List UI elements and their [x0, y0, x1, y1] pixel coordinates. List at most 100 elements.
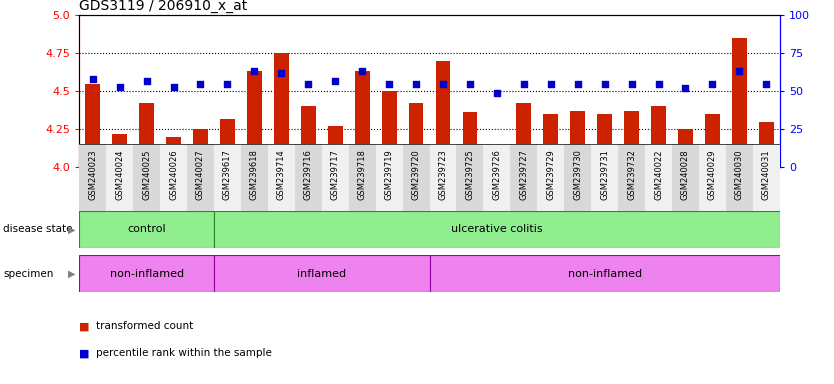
Bar	[753, 144, 780, 211]
Bar	[214, 255, 430, 292]
Point	[329, 78, 342, 84]
Bar	[79, 255, 214, 292]
Text: ■: ■	[79, 321, 90, 331]
Point	[355, 68, 369, 74]
Bar	[456, 144, 484, 211]
Text: GSM239617: GSM239617	[223, 149, 232, 200]
Bar	[490, 147, 505, 167]
Bar	[651, 106, 666, 167]
Bar	[597, 114, 612, 167]
Bar	[349, 144, 375, 211]
Text: GSM239716: GSM239716	[304, 149, 313, 200]
Point	[760, 81, 773, 87]
Text: GSM239717: GSM239717	[331, 149, 339, 200]
Bar	[301, 106, 315, 167]
Text: specimen: specimen	[3, 268, 53, 279]
Bar	[430, 144, 456, 211]
Bar	[516, 103, 531, 167]
Text: GSM240026: GSM240026	[169, 149, 178, 200]
Point	[490, 89, 504, 96]
Bar	[759, 122, 774, 167]
Point	[544, 81, 557, 87]
Bar	[544, 114, 558, 167]
Bar	[274, 53, 289, 167]
Bar	[672, 144, 699, 211]
Text: ▶: ▶	[68, 224, 75, 235]
Point	[302, 81, 315, 87]
Point	[274, 70, 288, 76]
Point	[652, 81, 666, 87]
Bar	[268, 144, 294, 211]
Point	[436, 81, 450, 87]
Text: non-inflamed: non-inflamed	[568, 268, 641, 279]
Bar	[510, 144, 537, 211]
Point	[86, 76, 99, 82]
Text: GSM239725: GSM239725	[465, 149, 475, 200]
Bar	[726, 144, 753, 211]
Text: GSM239727: GSM239727	[520, 149, 528, 200]
Bar	[294, 144, 322, 211]
Bar	[85, 84, 100, 167]
Point	[598, 81, 611, 87]
Bar	[354, 71, 369, 167]
Text: GSM239720: GSM239720	[411, 149, 420, 200]
Text: percentile rank within the sample: percentile rank within the sample	[96, 348, 272, 358]
Bar	[328, 126, 343, 167]
Bar	[645, 144, 672, 211]
Text: GSM240024: GSM240024	[115, 149, 124, 200]
Point	[113, 84, 126, 90]
Bar	[565, 144, 591, 211]
Point	[140, 78, 153, 84]
Bar	[570, 111, 585, 167]
Point	[383, 81, 396, 87]
Bar	[699, 144, 726, 211]
Bar	[113, 134, 127, 167]
Text: GSM240023: GSM240023	[88, 149, 98, 200]
Text: GSM240028: GSM240028	[681, 149, 690, 200]
Text: transformed count: transformed count	[96, 321, 193, 331]
Bar	[537, 144, 565, 211]
Bar	[732, 38, 746, 167]
Text: GSM239714: GSM239714	[277, 149, 286, 200]
Bar	[624, 111, 639, 167]
Point	[733, 68, 746, 74]
Bar	[375, 144, 403, 211]
Bar	[484, 144, 510, 211]
Text: ■: ■	[79, 348, 90, 358]
Text: GSM239729: GSM239729	[546, 149, 555, 200]
Text: GSM239618: GSM239618	[250, 149, 259, 200]
Point	[221, 81, 234, 87]
Text: GDS3119 / 206910_x_at: GDS3119 / 206910_x_at	[79, 0, 248, 13]
Point	[193, 81, 207, 87]
Point	[248, 68, 261, 74]
Bar	[618, 144, 645, 211]
Point	[706, 81, 719, 87]
Text: GSM240029: GSM240029	[708, 149, 717, 200]
Text: ulcerative colitis: ulcerative colitis	[451, 224, 543, 235]
Bar	[241, 144, 268, 211]
Point	[463, 81, 476, 87]
Bar	[193, 129, 208, 167]
Text: non-inflamed: non-inflamed	[109, 268, 183, 279]
Bar	[79, 211, 214, 248]
Text: GSM239730: GSM239730	[573, 149, 582, 200]
Bar	[705, 114, 720, 167]
Bar	[678, 129, 693, 167]
Text: GSM240025: GSM240025	[142, 149, 151, 200]
Bar	[591, 144, 618, 211]
Bar	[139, 103, 154, 167]
Bar	[409, 103, 424, 167]
Text: GSM240027: GSM240027	[196, 149, 205, 200]
Bar	[322, 144, 349, 211]
Point	[409, 81, 423, 87]
Text: GSM240030: GSM240030	[735, 149, 744, 200]
Text: GSM240022: GSM240022	[654, 149, 663, 200]
Text: control: control	[128, 224, 166, 235]
Text: inflamed: inflamed	[297, 268, 346, 279]
Text: disease state: disease state	[3, 224, 73, 235]
Bar	[382, 91, 396, 167]
Bar	[430, 255, 780, 292]
Point	[625, 81, 638, 87]
Text: GSM239731: GSM239731	[600, 149, 609, 200]
Bar	[79, 144, 106, 211]
